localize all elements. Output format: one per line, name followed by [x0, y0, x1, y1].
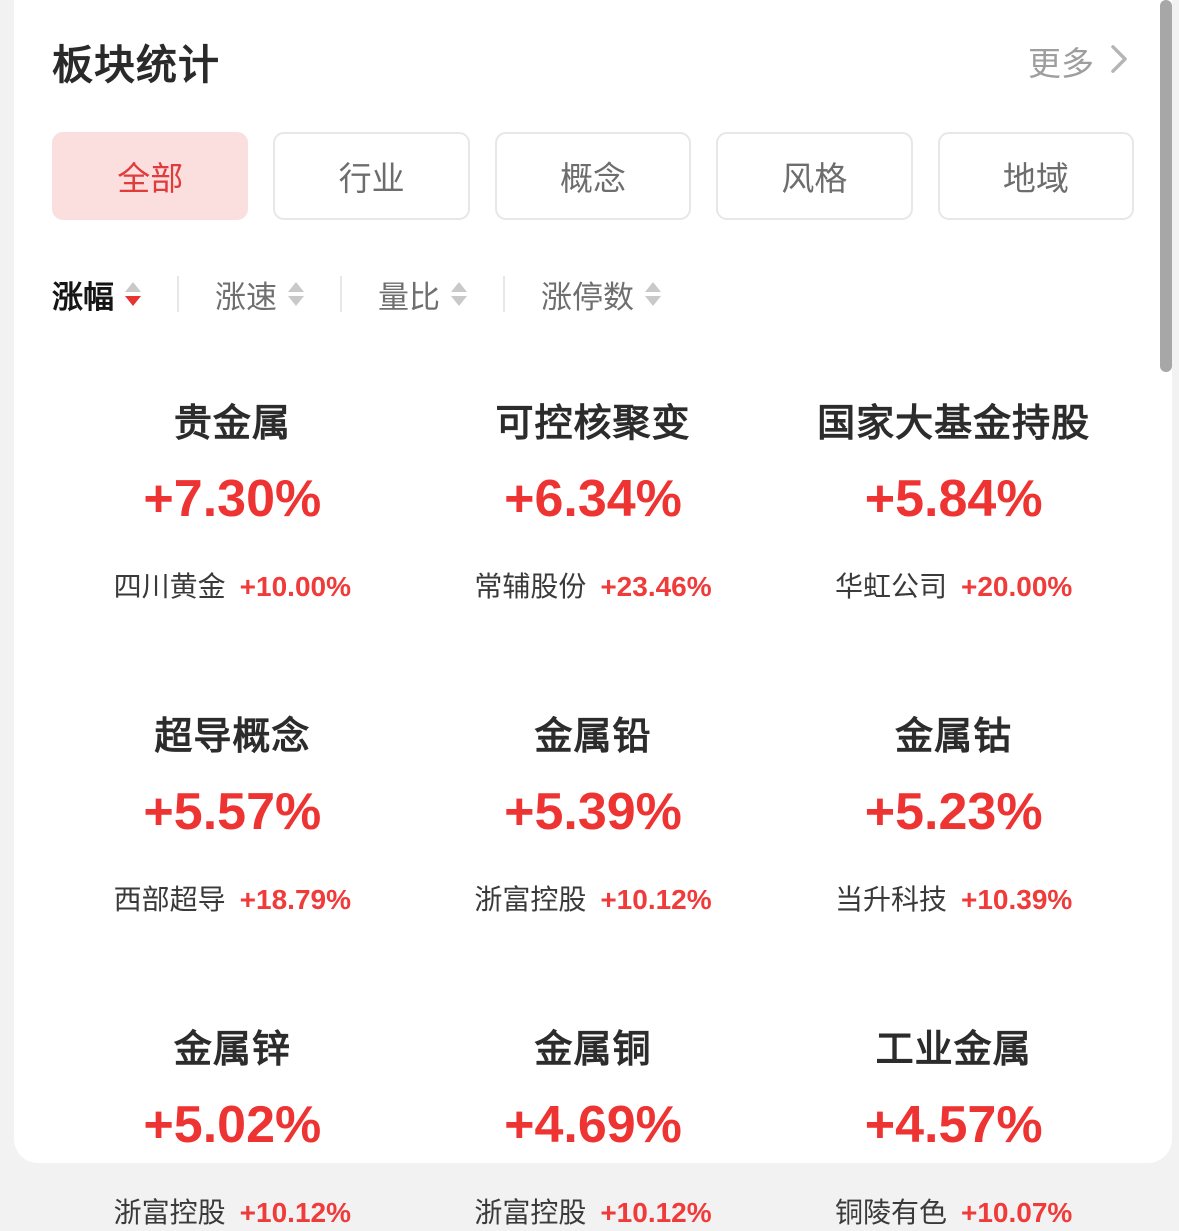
- stock-name: 西部超导: [113, 884, 226, 915]
- sector-card[interactable]: 可控核聚变 +6.34% 常辅股份 +23.46%: [413, 392, 774, 605]
- sector-card[interactable]: 金属锌 +5.02% 浙富控股 +10.12%: [52, 1018, 413, 1231]
- sector-change: +6.34%: [504, 470, 682, 528]
- sector-card[interactable]: 超导概念 +5.57% 西部超导 +18.79%: [52, 705, 413, 918]
- sector-name: 超导概念: [154, 716, 311, 758]
- stock-change: +18.79%: [239, 884, 351, 915]
- sort-arrows-icon: [288, 282, 304, 306]
- sector-change: +4.57%: [864, 1096, 1043, 1154]
- scrollbar[interactable]: [1160, 0, 1172, 1177]
- stock-change: +10.12%: [600, 884, 712, 915]
- sector-name: 工业金属: [875, 1029, 1032, 1071]
- leading-stock: 常辅股份 +23.46%: [413, 565, 774, 605]
- leading-stock: 铜陵有色 +10.07%: [773, 1191, 1134, 1231]
- leading-stock: 浙富控股 +10.12%: [413, 1191, 774, 1231]
- sector-change: +4.69%: [504, 1096, 682, 1154]
- stock-change: +20.00%: [961, 571, 1073, 602]
- sector-name: 金属锌: [173, 1029, 291, 1071]
- divider: [340, 276, 342, 312]
- divider: [503, 276, 505, 312]
- sector-name: 金属铅: [534, 716, 652, 758]
- stock-name: 浙富控股: [474, 884, 587, 915]
- stock-change: +10.00%: [239, 571, 351, 602]
- sort-label: 涨停数: [541, 279, 634, 315]
- leading-stock: 当升科技 +10.39%: [773, 878, 1134, 918]
- leading-stock: 浙富控股 +10.12%: [413, 878, 774, 918]
- sort-label: 涨幅: [52, 279, 114, 315]
- stock-name: 华虹公司: [834, 571, 947, 602]
- sector-card[interactable]: 金属铜 +4.69% 浙富控股 +10.12%: [413, 1018, 774, 1231]
- sort-label: 涨速: [215, 279, 277, 315]
- sector-change: +5.23%: [864, 783, 1043, 841]
- sector-statistics-panel: 板块统计 更多 全部 行业 概念 风格 地域 涨幅 涨速 量比: [14, 0, 1172, 1228]
- stock-change: +23.46%: [600, 571, 712, 602]
- sort-bar: 涨幅 涨速 量比 涨停数: [52, 272, 1134, 316]
- stock-change: +10.07%: [961, 1197, 1073, 1228]
- sector-change: +5.02%: [143, 1096, 322, 1154]
- leading-stock: 浙富控股 +10.12%: [52, 1191, 413, 1231]
- leading-stock: 四川黄金 +10.00%: [52, 565, 413, 605]
- page-title: 板块统计: [52, 42, 220, 88]
- sort-item-limit-up-count[interactable]: 涨停数: [529, 272, 673, 317]
- sector-name: 国家大基金持股: [817, 403, 1091, 445]
- stock-name: 当升科技: [834, 884, 947, 915]
- stock-name: 浙富控股: [113, 1197, 226, 1228]
- sector-card[interactable]: 工业金属 +4.57% 铜陵有色 +10.07%: [773, 1018, 1134, 1231]
- sector-change: +7.30%: [143, 470, 322, 528]
- sort-item-change-pct[interactable]: 涨幅: [52, 272, 153, 317]
- stock-name: 常辅股份: [474, 571, 587, 602]
- sector-change: +5.57%: [143, 783, 322, 841]
- stock-change: +10.12%: [239, 1197, 351, 1228]
- sector-card[interactable]: 金属钴 +5.23% 当升科技 +10.39%: [773, 705, 1134, 918]
- sector-name: 可控核聚变: [495, 403, 691, 445]
- scrollbar-thumb[interactable]: [1160, 0, 1172, 372]
- sort-label: 量比: [378, 279, 440, 315]
- leading-stock: 西部超导 +18.79%: [52, 878, 413, 918]
- tab-concept[interactable]: 概念: [494, 132, 692, 220]
- sector-name: 金属铜: [534, 1029, 652, 1071]
- category-tabs: 全部 行业 概念 风格 地域: [52, 132, 1135, 220]
- sector-change: +5.39%: [504, 783, 682, 841]
- sector-name: 贵金属: [173, 403, 291, 445]
- sort-item-change-speed[interactable]: 涨速: [203, 272, 316, 317]
- stock-name: 四川黄金: [113, 571, 226, 602]
- divider: [177, 276, 179, 312]
- tab-style[interactable]: 风格: [716, 132, 913, 220]
- sector-change: +5.84%: [864, 470, 1043, 528]
- tab-region[interactable]: 地域: [937, 132, 1135, 220]
- chevron-right-icon: [1104, 42, 1134, 81]
- more-button[interactable]: 更多: [1028, 37, 1134, 85]
- sector-card[interactable]: 金属铅 +5.39% 浙富控股 +10.12%: [413, 705, 774, 918]
- stock-name: 铜陵有色: [834, 1197, 947, 1228]
- sector-name: 金属钴: [895, 716, 1013, 758]
- more-label: 更多: [1028, 45, 1094, 82]
- leading-stock: 华虹公司 +20.00%: [773, 565, 1134, 605]
- stock-change: +10.12%: [600, 1197, 712, 1228]
- panel-header: 板块统计 更多: [52, 30, 1134, 92]
- sort-item-volume-ratio[interactable]: 量比: [366, 272, 479, 317]
- sector-card[interactable]: 贵金属 +7.30% 四川黄金 +10.00%: [52, 392, 413, 605]
- sector-grid: 贵金属 +7.30% 四川黄金 +10.00% 可控核聚变 +6.34% 常辅股…: [52, 392, 1134, 1231]
- stock-name: 浙富控股: [474, 1197, 587, 1228]
- tab-all[interactable]: 全部: [52, 132, 249, 220]
- stock-change: +10.39%: [961, 884, 1073, 915]
- tab-industry[interactable]: 行业: [273, 132, 470, 220]
- sector-card[interactable]: 国家大基金持股 +5.84% 华虹公司 +20.00%: [773, 392, 1134, 605]
- sort-arrows-icon: [451, 282, 467, 306]
- sort-arrows-icon: [125, 282, 141, 306]
- sort-arrows-icon: [645, 282, 661, 306]
